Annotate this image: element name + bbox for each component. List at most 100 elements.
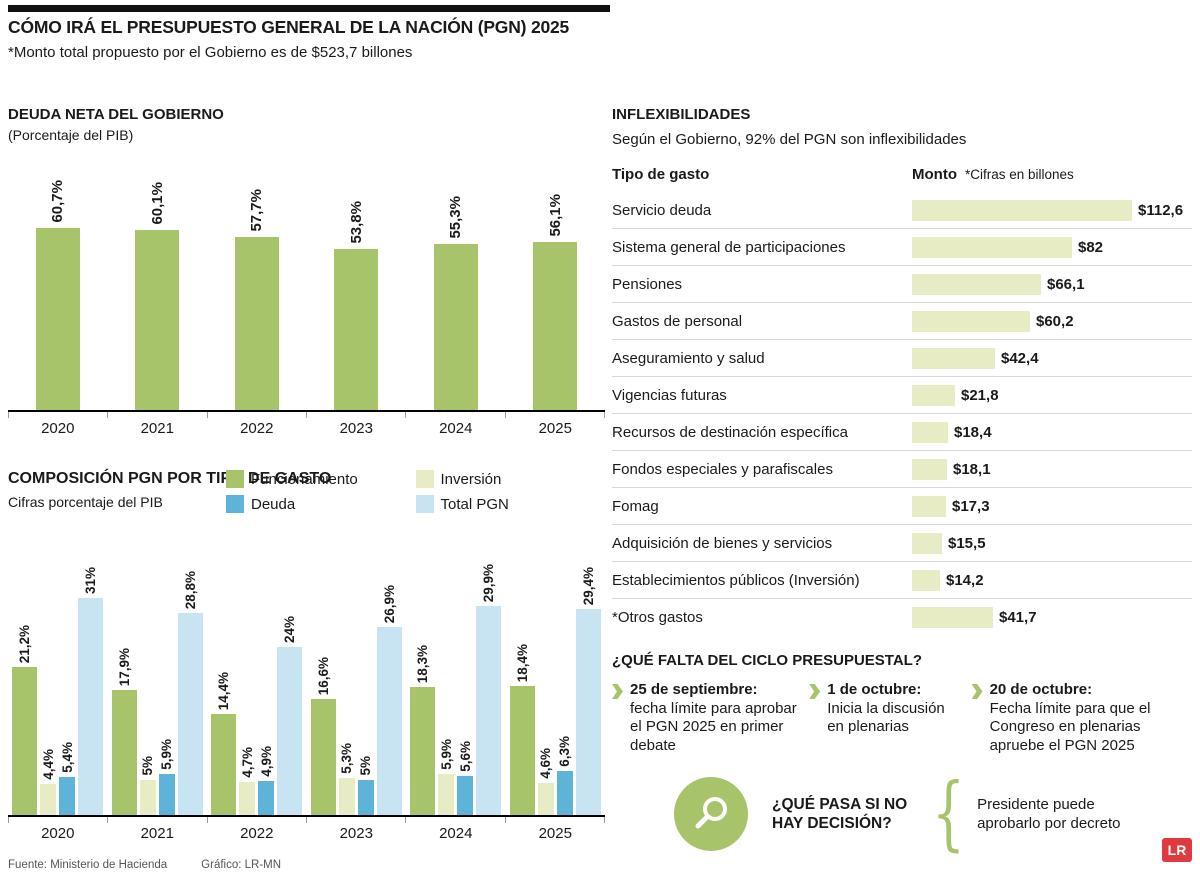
row-label: Fomag bbox=[612, 497, 659, 515]
cycle-milestones: 25 de septiembre: fecha límite para aprob… bbox=[612, 681, 1192, 755]
bar-cell: 29,9% bbox=[476, 563, 502, 815]
row-label: Establecimientos públicos (Inversión) bbox=[612, 571, 860, 589]
bar-cell: 5,9% bbox=[438, 739, 455, 815]
bar bbox=[575, 609, 601, 815]
table-row: Pensiones $66,1 bbox=[612, 266, 1192, 303]
legend-item: Total PGN bbox=[415, 495, 606, 513]
bar-value-label: 31% bbox=[83, 566, 99, 594]
table-row: Sistema general de participaciones $82 bbox=[612, 229, 1192, 266]
x-axis-label: 2024 bbox=[439, 420, 473, 437]
row-value: $112,6 bbox=[1138, 201, 1184, 219]
bar bbox=[239, 782, 256, 815]
bar-value-label: 14,4% bbox=[216, 671, 232, 710]
lr-logo: LR bbox=[1162, 838, 1192, 862]
x-axis-label: 2024 bbox=[439, 825, 473, 842]
bar-group: 14,4% 4,7% 4,9% 24% bbox=[207, 543, 307, 815]
bar-cell: 18,3% bbox=[410, 644, 436, 815]
bar bbox=[357, 780, 374, 815]
bar-value-label: 24% bbox=[282, 615, 298, 643]
bar-cell: 5,3% bbox=[338, 743, 355, 815]
bar-group: 17,9% 5% 5,9% 28,8% bbox=[108, 543, 208, 815]
bar-group: 16,6% 5,3% 5% 26,9% bbox=[307, 543, 407, 815]
bar bbox=[433, 244, 478, 410]
row-label: Servicio deuda bbox=[612, 201, 712, 219]
bar bbox=[35, 228, 80, 410]
x-axis-label: 2025 bbox=[538, 420, 572, 437]
legend-swatch bbox=[226, 470, 244, 488]
bar bbox=[912, 458, 947, 480]
legend-swatch bbox=[415, 470, 434, 488]
bar-cell: 4,6% bbox=[537, 748, 554, 815]
header-rule bbox=[8, 5, 610, 12]
bar-cell: 17,9% bbox=[111, 648, 137, 815]
row-bar-area: $66,1 bbox=[912, 273, 1192, 295]
axis-tick bbox=[206, 817, 208, 823]
table-row: Recursos de destinación específica $18,4 bbox=[612, 414, 1192, 451]
bar-cell: 5,9% bbox=[158, 739, 175, 815]
bar-value-label: 16,6% bbox=[315, 656, 331, 695]
bar bbox=[438, 774, 455, 815]
bar-cell: 55,3% bbox=[406, 158, 506, 410]
decision-section: ¿QUÉ PASA SI NO HAY DECISIÓN? { Presiden… bbox=[612, 768, 1192, 861]
row-label: Gastos de personal bbox=[612, 312, 743, 330]
bar-value-label: 4,7% bbox=[239, 747, 255, 778]
bar-value-label: 5,3% bbox=[339, 743, 355, 774]
row-value: $42,4 bbox=[1001, 349, 1039, 367]
bar bbox=[912, 569, 940, 591]
row-bar-area: $82 bbox=[912, 236, 1192, 258]
page-title: CÓMO IRÁ EL PRESUPUESTO GENERAL DE LA NA… bbox=[8, 17, 570, 37]
bar bbox=[537, 783, 554, 815]
milestone-date: 20 de octubre: bbox=[989, 681, 1093, 698]
bar-group: 18,3% 5,9% 5,6% 29,9% bbox=[406, 543, 506, 815]
bar-cell: 4,4% bbox=[40, 749, 57, 815]
bar-value-label: 53,8% bbox=[347, 201, 365, 244]
bar-cell: 56,1% bbox=[506, 158, 606, 410]
bar-cell: 60,7% bbox=[8, 158, 108, 410]
bar-value-label: 18,3% bbox=[415, 644, 431, 683]
row-label: Sistema general de participaciones bbox=[612, 238, 846, 256]
inflexibilidades-subtitle: Según el Gobierno, 92% del PGN son infle… bbox=[612, 131, 967, 148]
bar-cell: 31% bbox=[78, 566, 104, 815]
bar-cell: 24% bbox=[277, 615, 303, 815]
bar bbox=[912, 607, 993, 628]
units-note: *Cifras en billones bbox=[964, 167, 1074, 182]
magnifier-badge bbox=[674, 777, 748, 852]
row-bar-area: $18,4 bbox=[912, 421, 1192, 443]
bar-value-label: 21,2% bbox=[17, 624, 33, 663]
milestone-date: 1 de octubre: bbox=[827, 681, 922, 698]
axis-tick bbox=[603, 817, 605, 823]
bar bbox=[476, 606, 502, 815]
milestone-text: Inicia la discusión en plenarias bbox=[827, 699, 945, 736]
axis-tick bbox=[8, 412, 9, 418]
bar-cell: 26,9% bbox=[376, 585, 402, 815]
composicion-chart-title: COMPOSICIÓN PGN POR TIPO DE GASTO bbox=[8, 470, 332, 487]
bar bbox=[139, 780, 156, 815]
bar-cell: 14,4% bbox=[211, 671, 237, 815]
bar bbox=[310, 699, 336, 815]
legend-item: Inversión bbox=[415, 470, 606, 488]
bar-cell: 5,4% bbox=[59, 742, 76, 815]
inflexibilidades-header-row: Tipo de gasto Monto *Cifras en billones bbox=[612, 166, 1192, 192]
bar bbox=[211, 714, 237, 815]
axis-tick bbox=[8, 817, 9, 823]
bar-value-label: 29,9% bbox=[481, 563, 497, 602]
bar-cell: 16,6% bbox=[310, 656, 336, 815]
composicion-chart-header: COMPOSICIÓN PGN POR TIPO DE GASTO Cifras… bbox=[8, 470, 606, 513]
row-value: $15,5 bbox=[948, 534, 986, 552]
deuda-chart: 60,7% 60,1% 57,7% 53,8% 55,3% 56,1% 2020 2021 2… bbox=[8, 158, 605, 437]
table-row: Fondos especiales y parafiscales $18,1 bbox=[612, 451, 1192, 488]
row-value: $60,2 bbox=[1036, 312, 1074, 330]
legend-label: Deuda bbox=[251, 495, 296, 513]
axis-tick bbox=[107, 817, 109, 823]
composicion-chart-years: 2020 2021 2022 2023 2024 2025 bbox=[8, 822, 605, 842]
row-label: *Otros gastos bbox=[612, 609, 703, 626]
axis-tick bbox=[305, 412, 307, 418]
bar bbox=[912, 199, 1132, 221]
milestone-2: 1 de octubre: Inicia la discusión en plen… bbox=[809, 681, 971, 755]
row-bar-area: $42,4 bbox=[912, 347, 1192, 369]
bar bbox=[912, 310, 1030, 332]
deuda-chart-subtitle: (Porcentaje del PIB) bbox=[8, 127, 134, 143]
milestone-text: Fecha límite para que el Congreso en ple… bbox=[989, 699, 1151, 754]
bar bbox=[556, 771, 573, 815]
column-header-tipo: Tipo de gasto bbox=[612, 166, 710, 183]
